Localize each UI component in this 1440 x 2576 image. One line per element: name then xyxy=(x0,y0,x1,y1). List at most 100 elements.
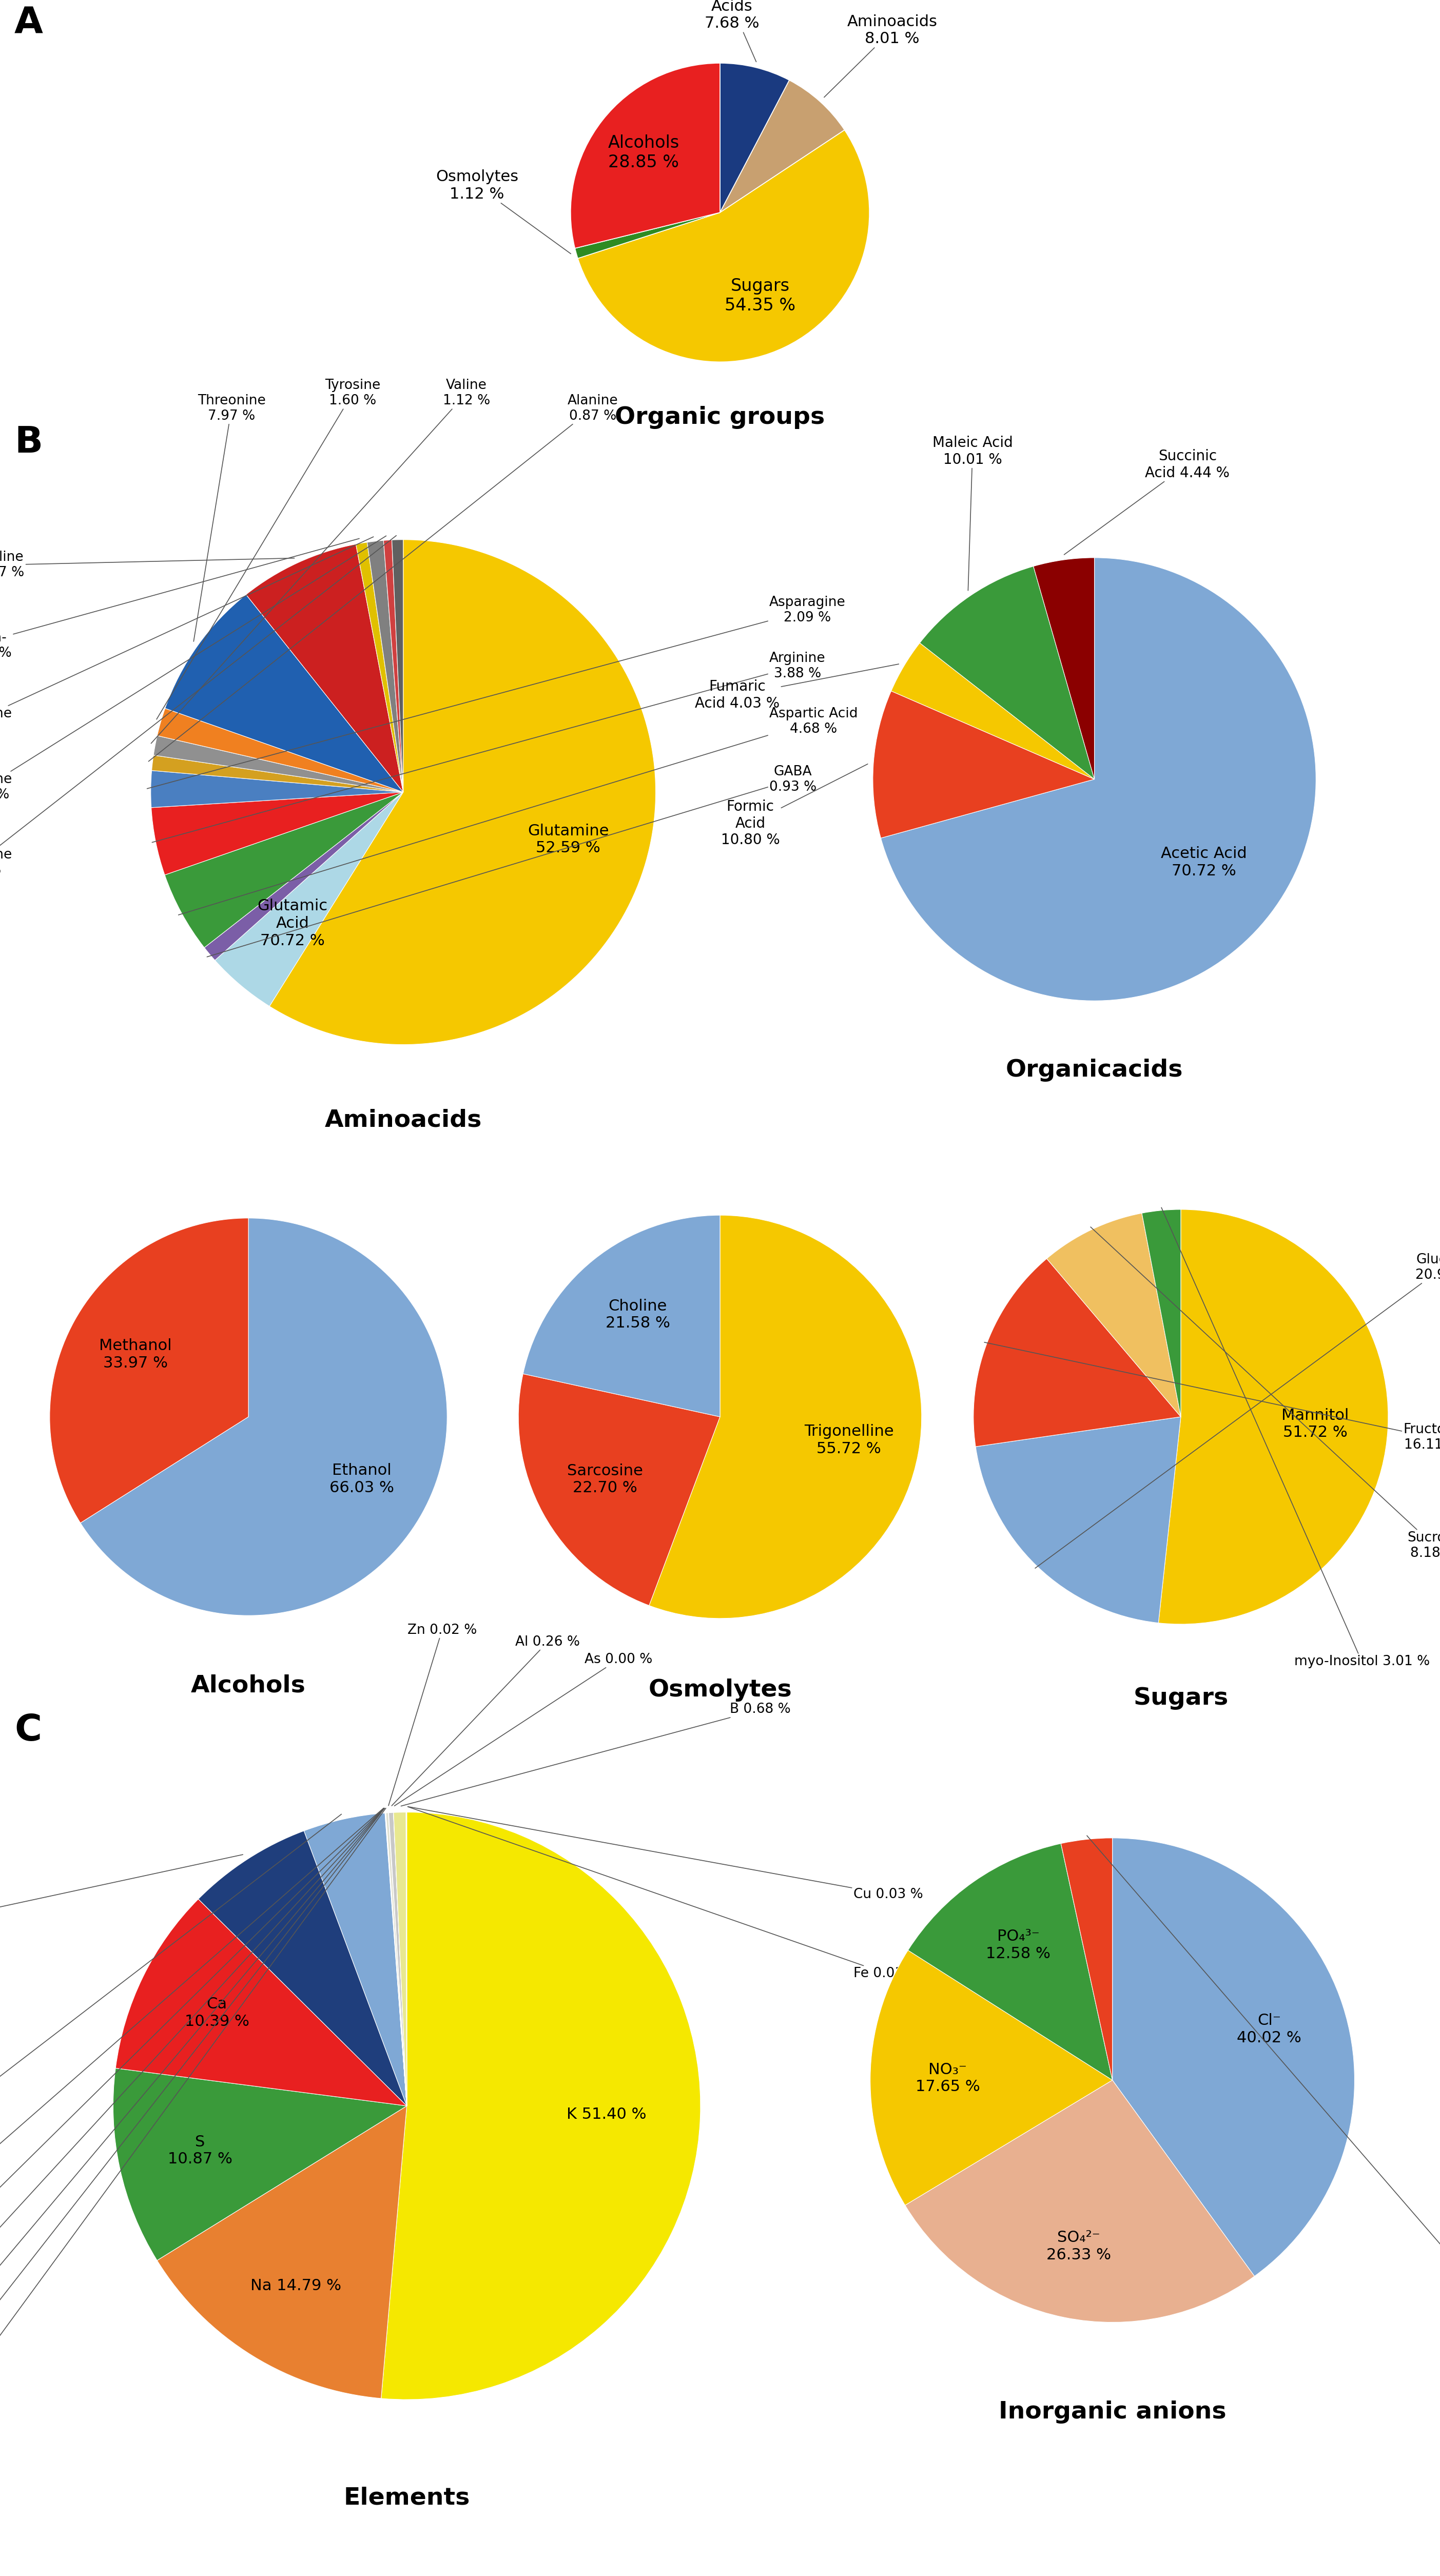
Wedge shape xyxy=(81,1218,446,1615)
Wedge shape xyxy=(909,1844,1112,2081)
Wedge shape xyxy=(114,2069,406,2259)
Title: Aminoacids: Aminoacids xyxy=(324,1108,482,1131)
Text: P 6.87 %: P 6.87 % xyxy=(0,1855,243,1929)
Wedge shape xyxy=(575,211,720,258)
Text: Sucrose
8.18 %: Sucrose 8.18 % xyxy=(1090,1226,1440,1558)
Text: Ni 0.01 %: Ni 0.01 % xyxy=(0,1808,384,2275)
Text: Methionine
0.93 %: Methionine 0.93 % xyxy=(0,536,373,737)
Text: Tyrosine
1.60 %: Tyrosine 1.60 % xyxy=(157,379,380,719)
Wedge shape xyxy=(386,1814,406,2107)
Text: Na 14.79 %: Na 14.79 % xyxy=(251,2277,341,2293)
Text: Threonine
7.97 %: Threonine 7.97 % xyxy=(193,394,265,641)
Text: Aspartic Acid
4.68 %: Aspartic Acid 4.68 % xyxy=(179,706,858,914)
Text: Choline
21.58 %: Choline 21.58 % xyxy=(605,1298,670,1332)
Wedge shape xyxy=(367,541,403,793)
Wedge shape xyxy=(154,737,403,793)
Wedge shape xyxy=(720,62,789,211)
Text: Asparagine
2.09 %: Asparagine 2.09 % xyxy=(147,595,845,788)
Text: Mg 4.51 %: Mg 4.51 % xyxy=(0,1814,341,2148)
Wedge shape xyxy=(151,770,403,809)
Text: As 0.00 %: As 0.00 % xyxy=(395,1654,652,1806)
Wedge shape xyxy=(157,2107,406,2398)
Text: Maleic Acid
10.01 %: Maleic Acid 10.01 % xyxy=(932,435,1012,590)
Text: Formic
Acid
10.80 %: Formic Acid 10.80 % xyxy=(721,765,868,848)
Text: PO₄³⁻
12.58 %: PO₄³⁻ 12.58 % xyxy=(986,1929,1050,1960)
Wedge shape xyxy=(204,793,403,961)
Text: Fe 0.01 %: Fe 0.01 % xyxy=(408,1806,920,1981)
Text: Methanol
33.97 %: Methanol 33.97 % xyxy=(99,1340,171,1370)
Wedge shape xyxy=(50,1218,249,1522)
Text: C: C xyxy=(14,1713,42,1749)
Wedge shape xyxy=(1047,1213,1181,1417)
Title: Elements: Elements xyxy=(344,2486,469,2509)
Text: SO₄²⁻
26.33 %: SO₄²⁻ 26.33 % xyxy=(1047,2231,1112,2262)
Text: Fumaric
Acid 4.03 %: Fumaric Acid 4.03 % xyxy=(696,665,899,711)
Text: Sugars
54.35 %: Sugars 54.35 % xyxy=(724,278,796,314)
Wedge shape xyxy=(246,544,403,793)
Text: K 51.40 %: K 51.40 % xyxy=(566,2107,647,2123)
Text: B: B xyxy=(14,425,43,461)
Wedge shape xyxy=(386,1814,406,2107)
Text: A: A xyxy=(14,5,43,41)
Wedge shape xyxy=(906,2081,1254,2321)
Text: Glucose
20.98 %: Glucose 20.98 % xyxy=(1035,1252,1440,1569)
Wedge shape xyxy=(891,644,1094,778)
Text: Proline
6.87 %: Proline 6.87 % xyxy=(0,551,294,580)
Wedge shape xyxy=(1034,556,1094,778)
Wedge shape xyxy=(389,1814,406,2107)
Wedge shape xyxy=(920,567,1094,778)
Title: Alcohols: Alcohols xyxy=(192,1674,305,1698)
Text: Sr 0.13 %: Sr 0.13 % xyxy=(0,1808,386,2452)
Text: S
10.87 %: S 10.87 % xyxy=(168,2136,232,2166)
Text: Glutamine
52.59 %: Glutamine 52.59 % xyxy=(527,824,609,855)
Wedge shape xyxy=(166,595,403,793)
Wedge shape xyxy=(518,1373,720,1605)
Wedge shape xyxy=(973,1260,1181,1448)
Wedge shape xyxy=(384,1814,406,2107)
Wedge shape xyxy=(1142,1211,1181,1417)
Wedge shape xyxy=(1061,1839,1112,2081)
Wedge shape xyxy=(151,755,403,793)
Wedge shape xyxy=(976,1417,1181,1623)
Text: Valine
1.12 %: Valine 1.12 % xyxy=(151,379,490,744)
Text: B 0.68 %: B 0.68 % xyxy=(400,1703,791,1806)
Text: Al 0.26 %: Al 0.26 % xyxy=(392,1636,580,1806)
Wedge shape xyxy=(393,1814,406,2107)
Wedge shape xyxy=(577,129,870,363)
Text: Organic
Acids
7.68 %: Organic Acids 7.68 % xyxy=(701,0,762,62)
Text: Succinic
Acid 4.44 %: Succinic Acid 4.44 % xyxy=(1064,448,1230,554)
Wedge shape xyxy=(1158,1211,1388,1623)
Wedge shape xyxy=(382,1814,700,2398)
Text: Arginine
3.88 %: Arginine 3.88 % xyxy=(153,652,825,842)
Text: Isoleucine
0.64 %: Isoleucine 0.64 % xyxy=(0,536,396,878)
Wedge shape xyxy=(383,541,403,793)
Text: Sarcosine
22.70 %: Sarcosine 22.70 % xyxy=(567,1463,642,1497)
Text: Glutamic
Acid
70.72 %: Glutamic Acid 70.72 % xyxy=(258,899,328,948)
Text: Fructose
16.11 %: Fructose 16.11 % xyxy=(985,1342,1440,1453)
Wedge shape xyxy=(269,541,655,1043)
Wedge shape xyxy=(873,690,1094,837)
Text: Zn 0.02 %: Zn 0.02 % xyxy=(389,1623,477,1806)
Wedge shape xyxy=(649,1216,922,1618)
Wedge shape xyxy=(392,541,403,793)
Wedge shape xyxy=(157,708,403,793)
Text: Alanine
0.87 %: Alanine 0.87 % xyxy=(148,394,618,762)
Text: Cl⁻
40.02 %: Cl⁻ 40.02 % xyxy=(1237,2014,1302,2045)
Text: Aminoacids
8.01 %: Aminoacids 8.01 % xyxy=(824,15,937,98)
Wedge shape xyxy=(720,80,845,211)
Wedge shape xyxy=(199,1832,406,2107)
Wedge shape xyxy=(870,1950,1112,2205)
Wedge shape xyxy=(356,544,403,793)
Text: F⁻  3.41 %: F⁻ 3.41 % xyxy=(1087,1837,1440,2306)
Wedge shape xyxy=(881,556,1316,999)
Title: Sugars: Sugars xyxy=(1133,1687,1228,1710)
Text: Ca
10.39 %: Ca 10.39 % xyxy=(184,1996,249,2030)
Title: Organicacids: Organicacids xyxy=(1005,1059,1184,1082)
Wedge shape xyxy=(386,1814,406,2107)
Wedge shape xyxy=(389,1814,406,2107)
Text: NO₃⁻
17.65 %: NO₃⁻ 17.65 % xyxy=(916,2063,981,2094)
Text: Ethanol
66.03 %: Ethanol 66.03 % xyxy=(330,1463,393,1494)
Text: Mn 0.02 %: Mn 0.02 % xyxy=(0,1808,383,2223)
Wedge shape xyxy=(570,62,720,247)
Text: GABA
0.93 %: GABA 0.93 % xyxy=(207,765,816,956)
